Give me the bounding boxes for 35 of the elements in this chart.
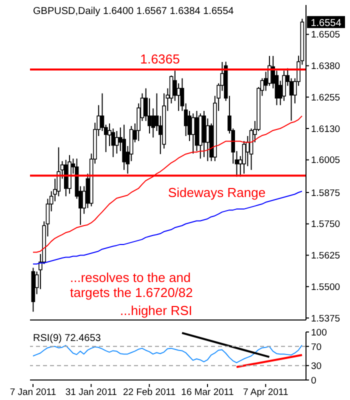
chart-title: GBPUSD,Daily 1.6400 1.6567 1.6384 1.6554: [33, 6, 234, 17]
y-tick-label: 1.5375: [311, 313, 340, 324]
x-tick-label: 7 Apr 2011: [243, 387, 288, 398]
annotation: ...resolves to the and targets the 1.6720/82: [70, 270, 193, 300]
candlestick: [206, 118, 210, 162]
y-tick-label: 1.5625: [311, 250, 340, 262]
x-tick-label: 7 Jan 2011: [10, 387, 56, 398]
line-series: [32, 115, 302, 253]
y-tick-label: 100: [311, 327, 327, 338]
candlestick: [176, 82, 180, 112]
y-tick-label: 30: [311, 360, 322, 372]
annotation: Sideways Range: [168, 185, 266, 200]
y-tick-label: 1.6005: [311, 155, 340, 166]
candlestick: [111, 128, 116, 158]
x-tick-label: 16 Mar 2011: [181, 387, 234, 398]
annotation: 1.6554: [310, 18, 342, 30]
y-tick-label: 1.6505: [311, 30, 340, 41]
candlestick: [114, 130, 119, 154]
y-tick-label: 1.5500: [311, 282, 340, 293]
y-tick-label: 70: [311, 342, 322, 353]
line-series: [32, 344, 302, 364]
x-tick-label: 22 Feb 2011: [122, 387, 176, 398]
y-tick-label: 1.6255: [311, 92, 340, 104]
candlestick: [282, 70, 286, 102]
ref-line-label: 1.6365: [140, 52, 180, 67]
annotation: ...higher RSI: [120, 303, 192, 318]
y-tick-label: 1.5875: [311, 188, 340, 199]
x-tick-label: 31 Jan 2011: [65, 387, 117, 398]
y-tick-label: 1.6130: [311, 124, 340, 135]
chart-title: RSI(9) 72.4653: [33, 333, 101, 344]
candlestick: [122, 124, 126, 170]
candlestick: [191, 112, 196, 154]
y-tick-label: 1.6380: [311, 61, 340, 72]
y-tick-label: 1.5750: [311, 219, 340, 230]
y-tick-label: 0: [311, 375, 316, 386]
